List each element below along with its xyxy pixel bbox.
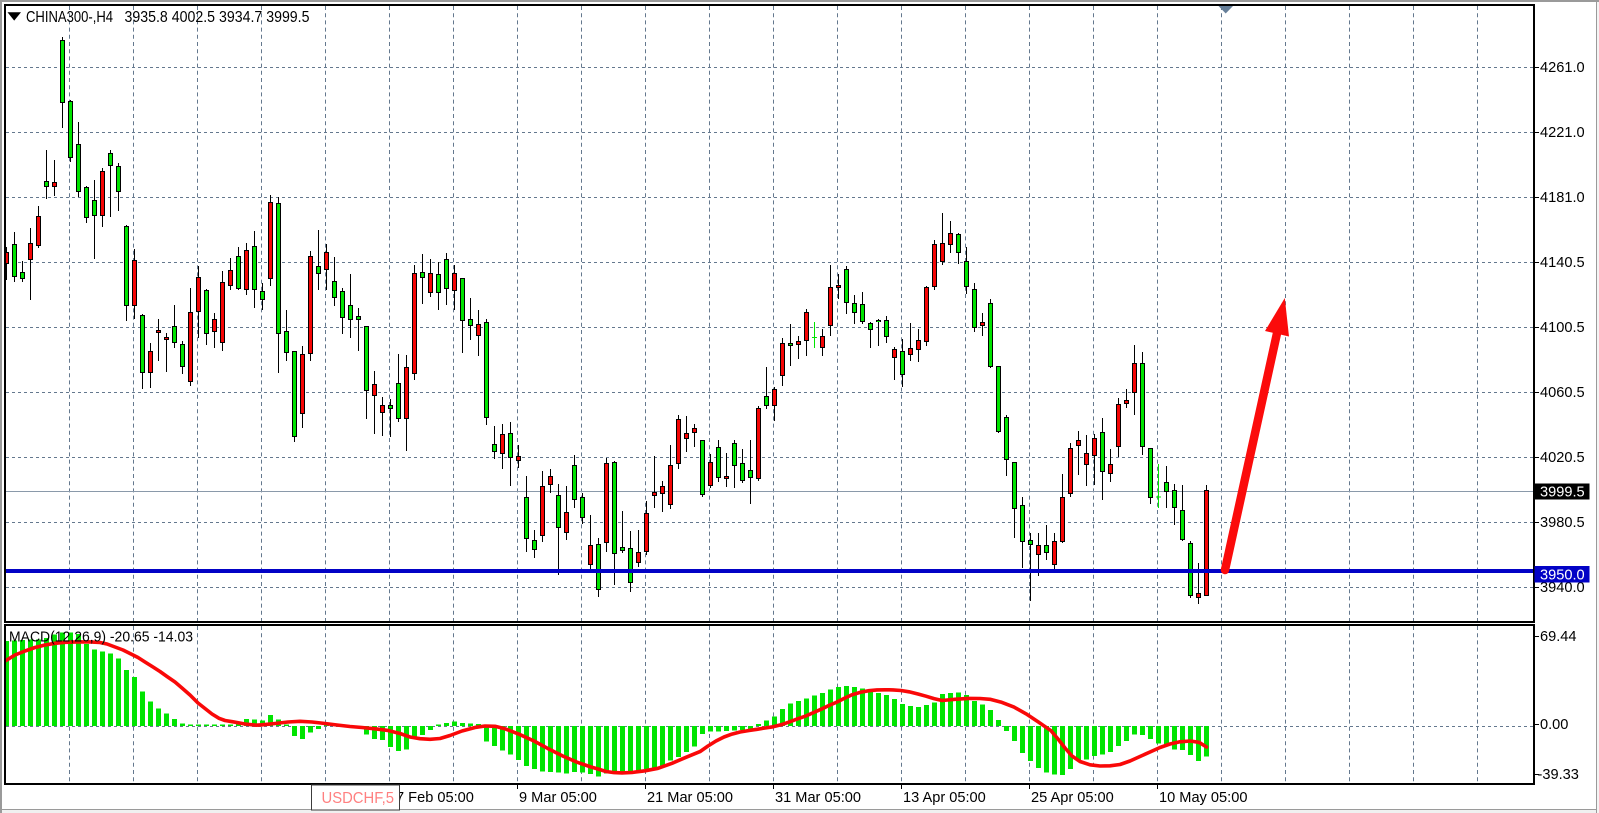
svg-text:25 Apr 05:00: 25 Apr 05:00 xyxy=(1031,790,1114,806)
svg-text:3935.8 4002.5 3934.7 3999.5: 3935.8 4002.5 3934.7 3999.5 xyxy=(125,9,310,26)
svg-text:21 Mar 05:00: 21 Mar 05:00 xyxy=(647,790,733,806)
svg-text:69.44: 69.44 xyxy=(1540,629,1577,645)
svg-text:4221.0: 4221.0 xyxy=(1540,125,1585,141)
svg-text:0.00: 0.00 xyxy=(1540,717,1568,733)
svg-text:4181.0: 4181.0 xyxy=(1540,190,1585,206)
svg-text:4261.0: 4261.0 xyxy=(1540,60,1585,76)
svg-text:4100.5: 4100.5 xyxy=(1540,320,1585,336)
svg-text:3999.5: 3999.5 xyxy=(1540,485,1585,501)
svg-text:4020.5: 4020.5 xyxy=(1540,450,1585,466)
svg-text:4140.5: 4140.5 xyxy=(1540,255,1585,271)
svg-text:31 Mar 05:00: 31 Mar 05:00 xyxy=(775,790,861,806)
svg-text:3940.0: 3940.0 xyxy=(1540,580,1585,596)
svg-text:CHINA300-,H4: CHINA300-,H4 xyxy=(26,9,113,26)
svg-text:-39.33: -39.33 xyxy=(1538,767,1579,783)
svg-text:4060.5: 4060.5 xyxy=(1540,385,1585,401)
svg-text:3980.5: 3980.5 xyxy=(1540,515,1585,531)
svg-text:USDCHF,5: USDCHF,5 xyxy=(322,790,395,807)
svg-text:7 Feb 05:00: 7 Feb 05:00 xyxy=(396,790,474,806)
svg-text:9 Mar 05:00: 9 Mar 05:00 xyxy=(519,790,597,806)
svg-text:10 May 05:00: 10 May 05:00 xyxy=(1159,790,1247,806)
svg-text:MACD(12,26,9) -20.65 -14.03: MACD(12,26,9) -20.65 -14.03 xyxy=(9,629,193,646)
svg-text:3950.0: 3950.0 xyxy=(1540,568,1585,584)
svg-text:13 Apr 05:00: 13 Apr 05:00 xyxy=(903,790,986,806)
